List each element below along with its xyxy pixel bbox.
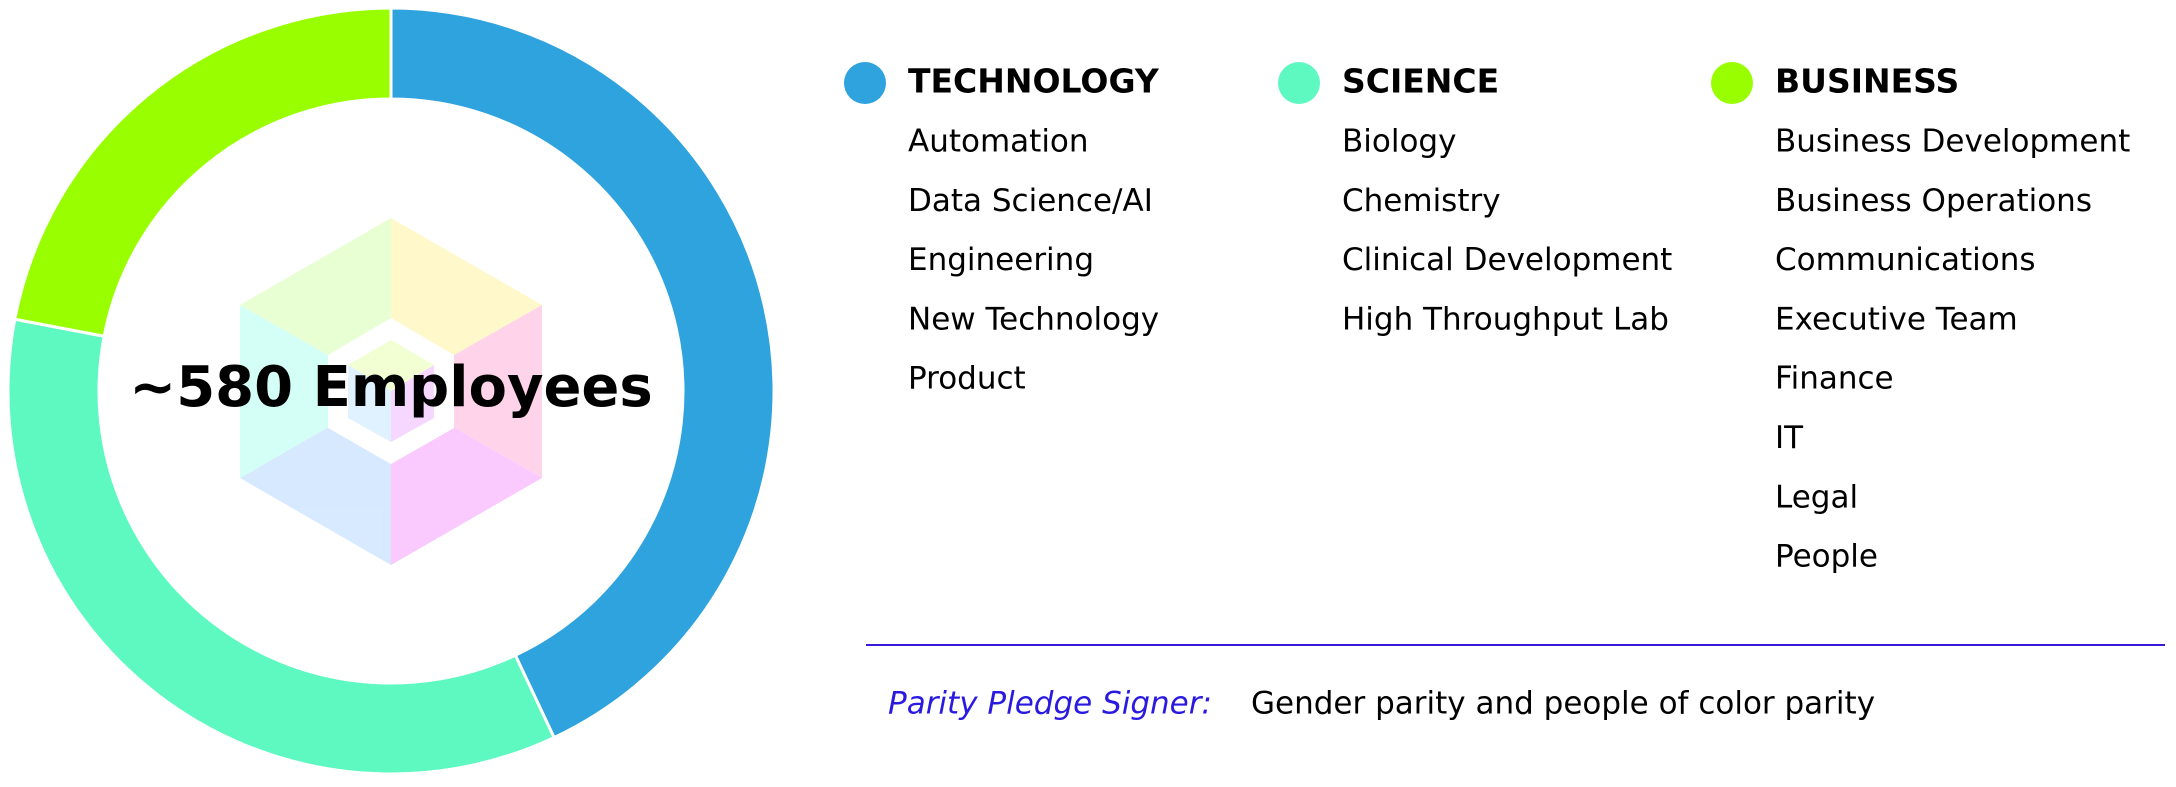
- legend-heading: SCIENCE: [1342, 62, 1499, 101]
- donut-segment: [13, 6, 393, 339]
- donut-segment: [389, 6, 776, 740]
- legend-dot: [844, 62, 886, 104]
- legend-item: Biology: [1342, 124, 1456, 160]
- legend-item: Clinical Development: [1342, 242, 1672, 278]
- legend-item: Automation: [908, 124, 1089, 160]
- logo: [240, 218, 542, 565]
- legend-item: Communications: [1775, 242, 2036, 278]
- legend-item: Product: [908, 361, 1026, 397]
- legend-item: Chemistry: [1342, 183, 1501, 219]
- legend-item: Business Operations: [1775, 183, 2092, 219]
- legend-heading: TECHNOLOGY: [908, 62, 1160, 101]
- legend-item: High Throughput Lab: [1342, 301, 1669, 337]
- legend-dot: [1711, 62, 1753, 104]
- donut-segment: [6, 317, 557, 776]
- legend-item: Engineering: [908, 242, 1094, 278]
- legend-item: Business Development: [1775, 124, 2130, 160]
- legend: TECHNOLOGY Automation Data Science/AI Engin…: [844, 62, 2130, 575]
- legend-item: Finance: [1775, 361, 1894, 397]
- legend-item: People: [1775, 539, 1878, 575]
- donut: [6, 6, 776, 776]
- note-label: Parity Pledge Signer:: [888, 686, 1212, 722]
- legend-item: Data Science/AI: [908, 183, 1153, 219]
- legend-item: New Technology: [908, 301, 1159, 337]
- legend-dot: [1278, 62, 1320, 104]
- note: Gender parity and people of color parity: [1251, 686, 1875, 722]
- chart-title: ~580 Employees: [129, 355, 652, 420]
- legend-item: Executive Team: [1775, 301, 2018, 337]
- legend-item: IT: [1775, 420, 1804, 456]
- legend-item: Legal: [1775, 479, 1858, 515]
- legend-heading: BUSINESS: [1775, 62, 1959, 101]
